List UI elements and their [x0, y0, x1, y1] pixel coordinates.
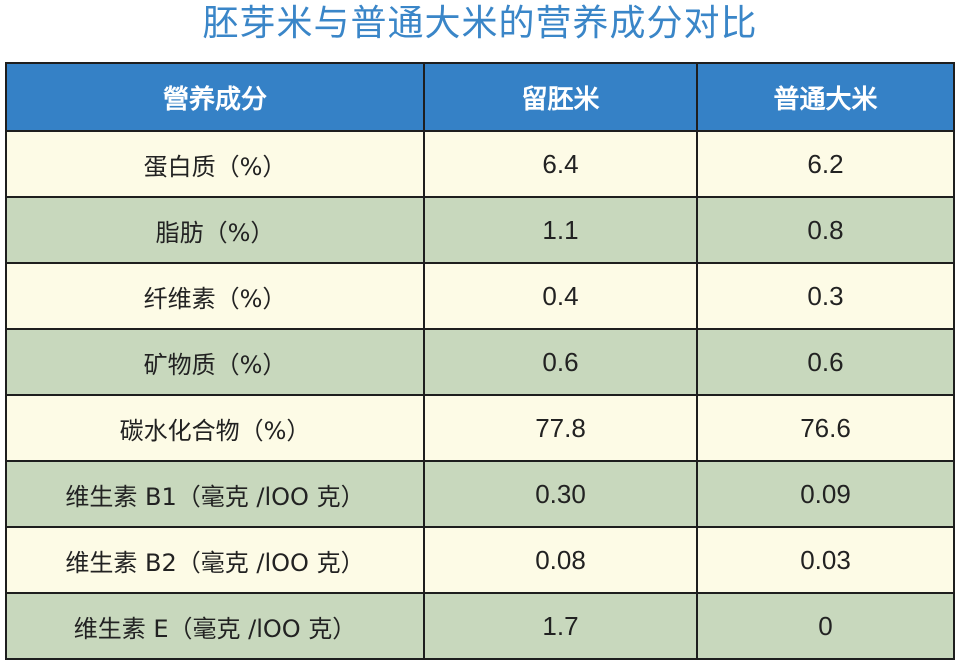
embryo-rice-value: 0.6 — [423, 328, 698, 396]
regular-rice-value: 0.09 — [696, 460, 955, 528]
embryo-rice-value: 0.30 — [423, 460, 698, 528]
nutrient-label: 脂肪（%） — [5, 196, 425, 264]
table-row: 维生素 B2（毫克 /lOO 克） 0.08 0.03 — [5, 526, 955, 594]
table-header-row: 營养成分 留胚米 普通大米 — [5, 62, 955, 132]
regular-rice-value: 0.8 — [696, 196, 955, 264]
table-row: 矿物质（%） 0.6 0.6 — [5, 328, 955, 396]
table-row: 碳水化合物（%） 77.8 76.6 — [5, 394, 955, 462]
nutrient-label: 纤维素（%） — [5, 262, 425, 330]
table-row: 脂肪（%） 1.1 0.8 — [5, 196, 955, 264]
header-embryo-rice: 留胚米 — [423, 62, 698, 132]
embryo-rice-value: 1.1 — [423, 196, 698, 264]
regular-rice-value: 0.03 — [696, 526, 955, 594]
embryo-rice-value: 77.8 — [423, 394, 698, 462]
table-row: 维生素 E（毫克 /lOO 克） 1.7 0 — [5, 592, 955, 660]
table-row: 纤维素（%） 0.4 0.3 — [5, 262, 955, 330]
regular-rice-value: 6.2 — [696, 130, 955, 198]
nutrient-label: 维生素 E（毫克 /lOO 克） — [5, 592, 425, 660]
nutrient-label: 维生素 B1（毫克 /lOO 克） — [5, 460, 425, 528]
embryo-rice-value: 0.4 — [423, 262, 698, 330]
embryo-rice-value: 1.7 — [423, 592, 698, 660]
nutrition-comparison-table: 營养成分 留胚米 普通大米 蛋白质（%） 6.4 6.2 脂肪（%） 1.1 0… — [5, 62, 955, 660]
embryo-rice-value: 0.08 — [423, 526, 698, 594]
page-title: 胚芽米与普通大米的营养成分对比 — [202, 3, 758, 44]
header-nutrient: 營养成分 — [5, 62, 425, 132]
regular-rice-value: 0.6 — [696, 328, 955, 396]
regular-rice-value: 0 — [696, 592, 955, 660]
regular-rice-value: 76.6 — [696, 394, 955, 462]
header-regular-rice: 普通大米 — [696, 62, 955, 132]
regular-rice-value: 0.3 — [696, 262, 955, 330]
embryo-rice-value: 6.4 — [423, 130, 698, 198]
nutrient-label: 蛋白质（%） — [5, 130, 425, 198]
nutrient-label: 碳水化合物（%） — [5, 394, 425, 462]
nutrient-label: 维生素 B2（毫克 /lOO 克） — [5, 526, 425, 594]
nutrient-label: 矿物质（%） — [5, 328, 425, 396]
table-row: 维生素 B1（毫克 /lOO 克） 0.30 0.09 — [5, 460, 955, 528]
table-row: 蛋白质（%） 6.4 6.2 — [5, 130, 955, 198]
